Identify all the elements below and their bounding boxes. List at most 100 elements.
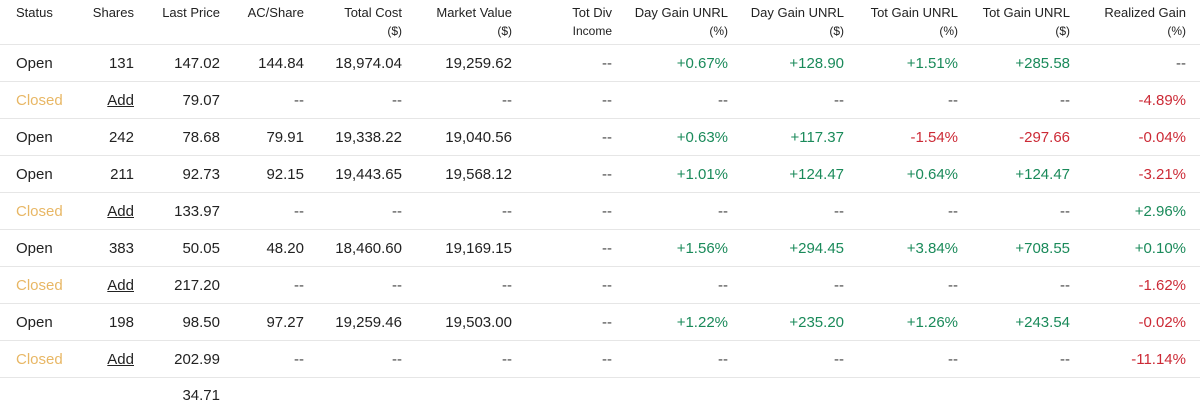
cell-value: 92.15	[266, 166, 304, 183]
table-row: 34.71	[0, 378, 1200, 412]
cell-value: --	[294, 203, 304, 220]
cell-dgp: --	[626, 193, 742, 230]
column-header-tgp[interactable]: Tot Gain UNRL(%)	[858, 0, 972, 45]
cell-dgp: +0.63%	[626, 119, 742, 156]
cell-shares: Add	[68, 193, 148, 230]
cell-rg: -1.62%	[1084, 267, 1200, 304]
cell-tg: +708.55	[972, 230, 1084, 267]
cell-tg: +243.54	[972, 304, 1084, 341]
cell-value: --	[718, 277, 728, 294]
cell-last: 202.99	[148, 341, 234, 378]
column-header-last[interactable]: Last Price	[148, 0, 234, 45]
cell-value: --	[602, 203, 612, 220]
cell-dgp: +0.67%	[626, 45, 742, 82]
column-header-status[interactable]: Status	[0, 0, 68, 45]
cell-mv: 19,568.12	[416, 156, 526, 193]
cell-tgp: +1.51%	[858, 45, 972, 82]
cell-div: --	[526, 304, 626, 341]
cell-value: -1.54%	[910, 129, 958, 146]
cell-value: -4.89%	[1138, 92, 1186, 109]
cell-tgp: --	[858, 341, 972, 378]
cell-tg: --	[972, 82, 1084, 119]
cell-status: Closed	[0, 267, 68, 304]
cell-value: --	[1060, 203, 1070, 220]
cell-ac: 79.91	[234, 119, 318, 156]
status-label: Closed	[16, 203, 63, 220]
cell-tgp: +0.64%	[858, 156, 972, 193]
cell-value: --	[392, 203, 402, 220]
cell-dg: +117.37	[742, 119, 858, 156]
cell-tg: --	[972, 193, 1084, 230]
cell-div: --	[526, 156, 626, 193]
column-header-rg[interactable]: Realized Gain(%)	[1084, 0, 1200, 45]
column-header-mv[interactable]: Market Value($)	[416, 0, 526, 45]
cell-tgp: +3.84%	[858, 230, 972, 267]
cell-status: Closed	[0, 193, 68, 230]
cell-ac: 48.20	[234, 230, 318, 267]
add-shares-link[interactable]: Add	[107, 351, 134, 368]
cell-tgp: +1.26%	[858, 304, 972, 341]
column-header-shares[interactable]: Shares	[68, 0, 148, 45]
cell-value: --	[392, 277, 402, 294]
cell-value: --	[602, 92, 612, 109]
cell-value: +294.45	[789, 240, 844, 257]
cell-value: --	[1060, 277, 1070, 294]
cell-tg: --	[972, 267, 1084, 304]
column-header-label: Status	[16, 5, 53, 20]
cell-dg: --	[742, 193, 858, 230]
cell-shares: 211	[68, 156, 148, 193]
cell-mv: 19,503.00	[416, 304, 526, 341]
cell-value: 133.97	[174, 203, 220, 220]
cell-ac: --	[234, 193, 318, 230]
cell-dg	[742, 378, 858, 412]
cell-status: Open	[0, 230, 68, 267]
status-label: Open	[16, 314, 53, 331]
cell-tgp: --	[858, 82, 972, 119]
status-label: Closed	[16, 277, 63, 294]
cell-status: Open	[0, 45, 68, 82]
column-header-label: Tot Gain UNRL	[871, 5, 958, 20]
column-header-ac[interactable]: AC/Share	[234, 0, 318, 45]
cell-value: 242	[109, 129, 134, 146]
cell-rg: --	[1084, 45, 1200, 82]
cell-dg: +235.20	[742, 304, 858, 341]
cell-dgp	[626, 378, 742, 412]
cell-tgp	[858, 378, 972, 412]
cell-rg: +2.96%	[1084, 193, 1200, 230]
status-label: Open	[16, 240, 53, 257]
column-header-cost[interactable]: Total Cost($)	[318, 0, 416, 45]
cell-value: --	[948, 351, 958, 368]
cell-last: 133.97	[148, 193, 234, 230]
cell-value: --	[602, 314, 612, 331]
cell-value: --	[502, 277, 512, 294]
cell-value: +128.90	[789, 55, 844, 72]
cell-value: --	[602, 240, 612, 257]
column-header-dgp[interactable]: Day Gain UNRL(%)	[626, 0, 742, 45]
status-label: Closed	[16, 351, 63, 368]
cell-value: --	[502, 203, 512, 220]
add-shares-link[interactable]: Add	[107, 203, 134, 220]
cell-value: +0.63%	[677, 129, 728, 146]
cell-rg: +0.10%	[1084, 230, 1200, 267]
cell-cost: 19,338.22	[318, 119, 416, 156]
cell-rg: -3.21%	[1084, 156, 1200, 193]
cell-value: --	[834, 351, 844, 368]
cell-dg: +124.47	[742, 156, 858, 193]
cell-status: Closed	[0, 341, 68, 378]
cell-value: --	[294, 92, 304, 109]
cell-shares	[68, 378, 148, 412]
add-shares-link[interactable]: Add	[107, 92, 134, 109]
column-header-tg[interactable]: Tot Gain UNRL($)	[972, 0, 1084, 45]
cell-value: --	[948, 203, 958, 220]
cell-value: --	[834, 92, 844, 109]
add-shares-link[interactable]: Add	[107, 277, 134, 294]
cell-value: 97.27	[266, 314, 304, 331]
cell-mv: --	[416, 341, 526, 378]
cell-value: +3.84%	[907, 240, 958, 257]
column-header-dg[interactable]: Day Gain UNRL($)	[742, 0, 858, 45]
cell-status: Open	[0, 156, 68, 193]
cell-value: 50.05	[182, 240, 220, 257]
